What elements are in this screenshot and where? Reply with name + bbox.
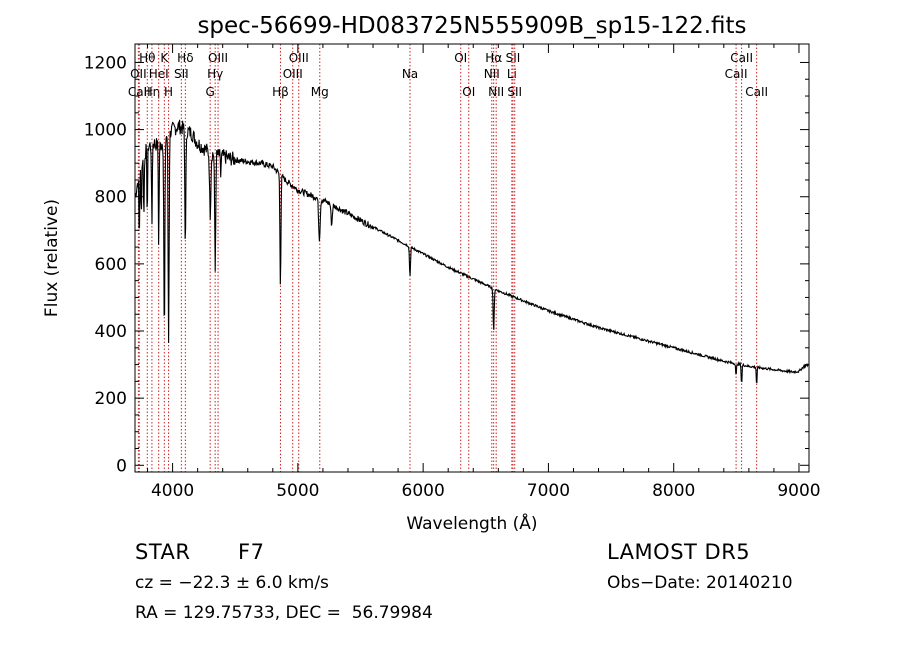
- y-axis-label: Flux (relative): [42, 199, 62, 317]
- chart-title: spec-56699-HD083725N555909B_sp15-122.fit…: [197, 13, 746, 39]
- survey-name: LAMOST DR5: [607, 540, 751, 564]
- spectrum-series: [134, 119, 810, 384]
- line-marker-label-3: Hη: [144, 85, 161, 99]
- line-marker-label-0: CaII: [128, 85, 151, 99]
- line-marker-label-18: OI: [462, 85, 475, 99]
- line-marker-label-17: OI: [454, 51, 467, 65]
- x-tick-label: 6000: [402, 481, 445, 501]
- line-marker-label-20: Hα: [485, 51, 502, 65]
- line-marker-label-5: K: [160, 51, 169, 65]
- y-tick-label: 200: [95, 389, 127, 409]
- line-marker-label-14: OIII: [289, 51, 309, 65]
- line-marker-label-23: Li: [507, 67, 517, 81]
- y-tick-label: 800: [95, 188, 127, 208]
- x-axis-label: Wavelength (Å): [406, 512, 537, 534]
- x-tick-label: 8000: [652, 481, 695, 501]
- line-marker-label-13: OIII: [283, 67, 303, 81]
- line-marker-label-19: NII: [484, 67, 500, 81]
- y-tick-label: 0: [116, 456, 127, 476]
- spectral-subclass: F7: [238, 540, 265, 564]
- line-marker-label-10: Hγ: [207, 67, 223, 81]
- y-tick-label: 1000: [84, 121, 127, 141]
- line-marker-label-7: SII: [174, 67, 189, 81]
- y-axis: 0 200 400 600 800 1000 1200: [84, 53, 809, 476]
- y-tick-label: 1200: [84, 53, 127, 73]
- plot-frame: [134, 43, 810, 473]
- spectrum-line: [134, 119, 810, 384]
- line-marker-label-6: H: [164, 85, 173, 99]
- coordinates: RA = 129.75733, DEC = 56.79984: [135, 603, 433, 623]
- x-tick-label: 5000: [276, 481, 319, 501]
- line-marker-label-16: Na: [402, 67, 418, 81]
- line-marker-label-4: HeI: [149, 67, 169, 81]
- line-marker-label-9: G: [206, 85, 215, 99]
- line-marker-label-25: CaII: [725, 67, 748, 81]
- line-marker-label-26: CaII: [730, 51, 753, 65]
- line-marker-label-22: SII: [506, 51, 521, 65]
- line-marker-label-21: NII: [488, 85, 504, 99]
- x-tick-label: 4000: [151, 481, 194, 501]
- line-marker-label-2: OII: [130, 67, 147, 81]
- line-marker-label-12: Hβ: [272, 85, 289, 99]
- x-tick-label: 9000: [777, 481, 820, 501]
- line-marker-label-8: Hδ: [177, 51, 193, 65]
- object-type: STAR: [135, 540, 191, 564]
- line-marker-label-24: SII: [507, 85, 522, 99]
- line-marker-label-11: OIII: [208, 51, 228, 65]
- redshift-velocity: cz = −22.3 ± 6.0 km/s: [135, 573, 329, 593]
- line-marker-label-15: Mg: [311, 85, 329, 99]
- observation-date: Obs−Date: 20140210: [607, 573, 793, 593]
- spectral-line-markers: CaIIHθOIIHηHeIKHSIIHδGHγOIIIHβOIIIOIIIMg…: [128, 44, 768, 472]
- y-tick-label: 600: [95, 255, 127, 275]
- line-marker-label-27: CaII: [745, 85, 768, 99]
- x-tick-label: 7000: [527, 481, 570, 501]
- y-tick-label: 400: [95, 322, 127, 342]
- line-marker-label-1: Hθ: [139, 51, 155, 65]
- x-axis: 4000 5000 6000 7000 8000 9000: [147, 44, 821, 501]
